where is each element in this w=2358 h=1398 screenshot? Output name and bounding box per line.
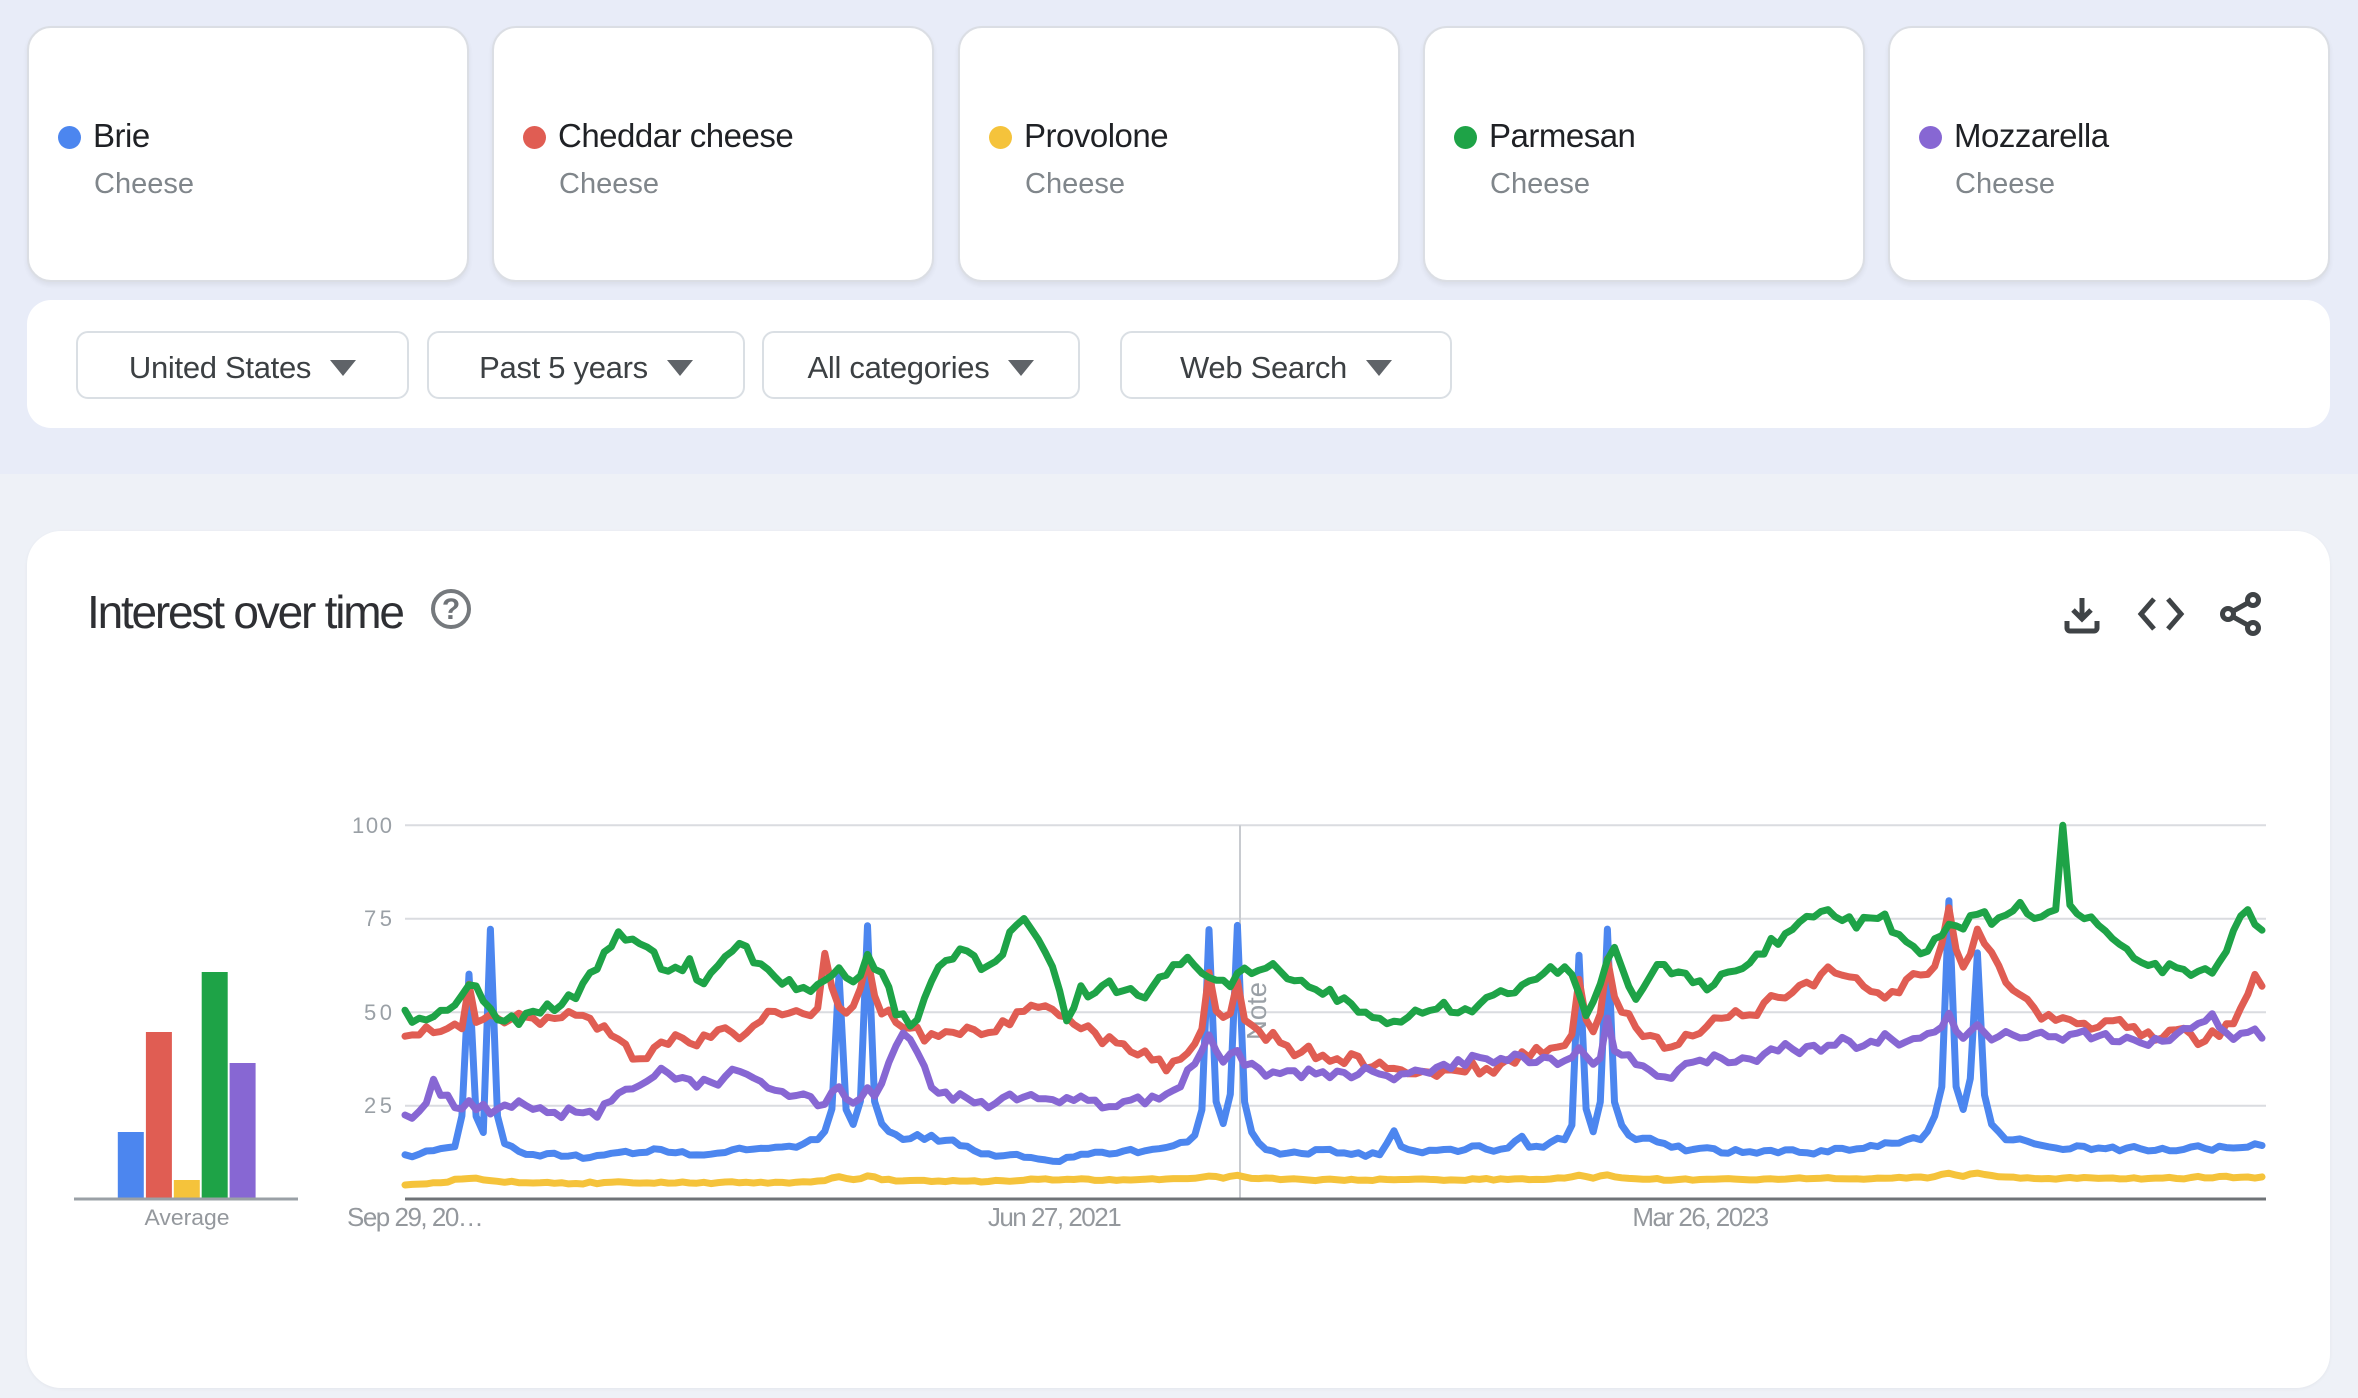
svg-text:Average: Average <box>145 1205 230 1230</box>
svg-text:50: 50 <box>364 1000 392 1025</box>
svg-text:100: 100 <box>352 813 392 838</box>
svg-text:Sep 29, 20…: Sep 29, 20… <box>347 1202 482 1232</box>
svg-text:75: 75 <box>364 906 392 931</box>
svg-text:Mar 26, 2023: Mar 26, 2023 <box>1632 1202 1768 1232</box>
svg-text:25: 25 <box>364 1093 392 1118</box>
svg-text:Jun 27, 2021: Jun 27, 2021 <box>988 1202 1121 1232</box>
